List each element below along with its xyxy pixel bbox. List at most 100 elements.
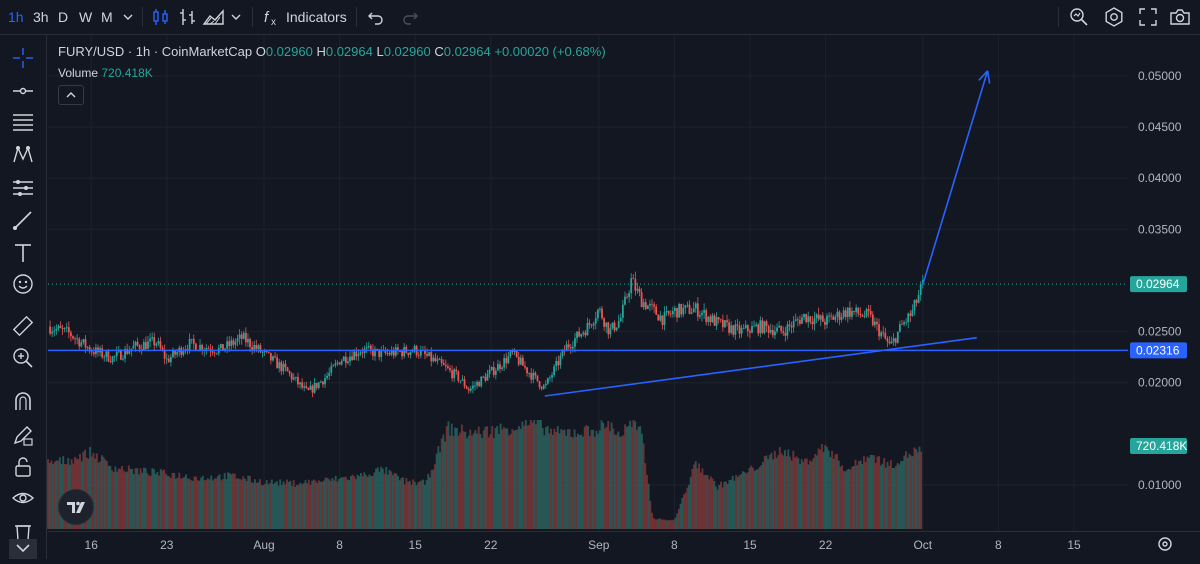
volume-bar [309,484,312,529]
volume-bar [898,464,901,529]
volume-bar [489,434,492,529]
volume-bar [664,519,667,529]
volume-bar [304,480,307,529]
candle-body [167,358,170,363]
candle-body [780,325,783,332]
volume-bar [753,470,756,529]
brush-tool-icon[interactable] [10,207,36,233]
emoji-icon[interactable] [10,271,36,297]
candle-body [74,338,76,340]
fullscreen-icon[interactable] [1137,6,1159,28]
volume-bar [375,468,378,529]
volume-bar [869,454,872,529]
candle-body [307,387,310,390]
ruler-icon[interactable] [10,313,36,339]
candle-body [459,380,462,382]
interval-w-button[interactable]: W [79,9,93,25]
interval-1h-button[interactable]: 1h [8,9,24,25]
interval-m-button[interactable]: M [101,9,113,25]
volume-bar [556,426,559,529]
volume-bar [200,477,203,529]
volume-bar [312,479,315,529]
settings-gear-icon[interactable] [1103,6,1125,28]
candle-body [488,370,491,374]
volume-bar [474,430,477,529]
chevron-down-icon[interactable] [9,539,37,559]
quick-search-icon[interactable] [1068,6,1090,28]
candle-body [332,365,335,367]
candle-body [253,345,256,350]
redo-icon[interactable] [400,7,420,27]
volume-bar [528,424,531,529]
volume-bar [206,478,209,529]
candle-body [409,352,412,355]
candle-body [369,345,372,350]
chevron-down-icon[interactable] [121,8,135,26]
bars-icon[interactable] [177,6,199,28]
fib-retracement-icon[interactable] [10,109,36,135]
text-tool-icon[interactable] [10,240,36,266]
candle-body [157,341,160,344]
candle-body [82,339,85,343]
candles-icon[interactable] [150,6,172,28]
horizontal-line-tool-icon[interactable] [10,78,36,104]
volume-bar [533,420,536,529]
volume-bar [654,519,657,529]
candle-body [334,363,337,366]
candle-body [507,356,510,364]
volume-bar [868,457,870,529]
volume-bar [218,474,221,529]
chevron-down-icon[interactable] [229,8,243,26]
candle-body [465,386,468,389]
volume-bar [296,485,298,529]
pattern-tool-icon[interactable] [10,142,36,168]
time-axis: 16 23 Aug 8 15 22 Sep 8 15 22 Oct 8 15 [48,531,1200,552]
volume-bar [812,458,815,529]
candle-body [853,310,855,312]
candle-body [553,366,556,376]
camera-icon[interactable] [1168,6,1192,28]
candle-body [76,338,79,340]
volume-bar [333,480,335,529]
volume-bar [191,480,194,529]
candle-body [811,321,814,325]
time-tick-label: 8 [995,538,1002,552]
volume-bar [884,467,887,529]
symbol-title[interactable]: FURY/USD · 1h · CoinMarketCap [58,44,253,59]
volume-bar [827,450,830,529]
zoom-in-icon[interactable] [10,345,36,371]
volume-bar [521,421,524,529]
volume-bar [777,455,780,529]
volume-bar [445,426,448,529]
lock-icon[interactable] [10,454,36,480]
volume-bar [767,459,770,529]
collapse-legend-button[interactable] [58,85,84,105]
volume-bar [635,430,638,529]
volume-bar [163,469,166,529]
volume-bar [560,429,563,529]
volume-bar [132,474,135,529]
candle-body [651,303,653,305]
area-chart-icon[interactable] [202,6,226,28]
volume-bar [889,460,892,529]
volume-bar [836,453,839,529]
time-axis-settings-icon[interactable] [1156,535,1174,553]
magnet-icon[interactable] [10,389,36,415]
volume-bar [571,437,574,529]
indicators-button[interactable]: Indicators [286,9,347,25]
crosshair-icon[interactable] [10,45,36,71]
high-value: 0.02964 [325,44,373,59]
volume-bar [720,481,722,529]
volume-bar [565,435,568,529]
candle-body [665,311,668,313]
interval-d-button[interactable]: D [58,9,69,25]
eye-icon[interactable] [10,485,36,511]
candle-body [292,377,295,380]
volume-bar [839,466,842,529]
undo-icon[interactable] [366,7,386,27]
interval-3h-button[interactable]: 3h [33,9,49,25]
candle-body [511,351,514,353]
forecast-tool-icon[interactable] [10,175,36,201]
lock-pencil-icon[interactable] [10,422,36,448]
